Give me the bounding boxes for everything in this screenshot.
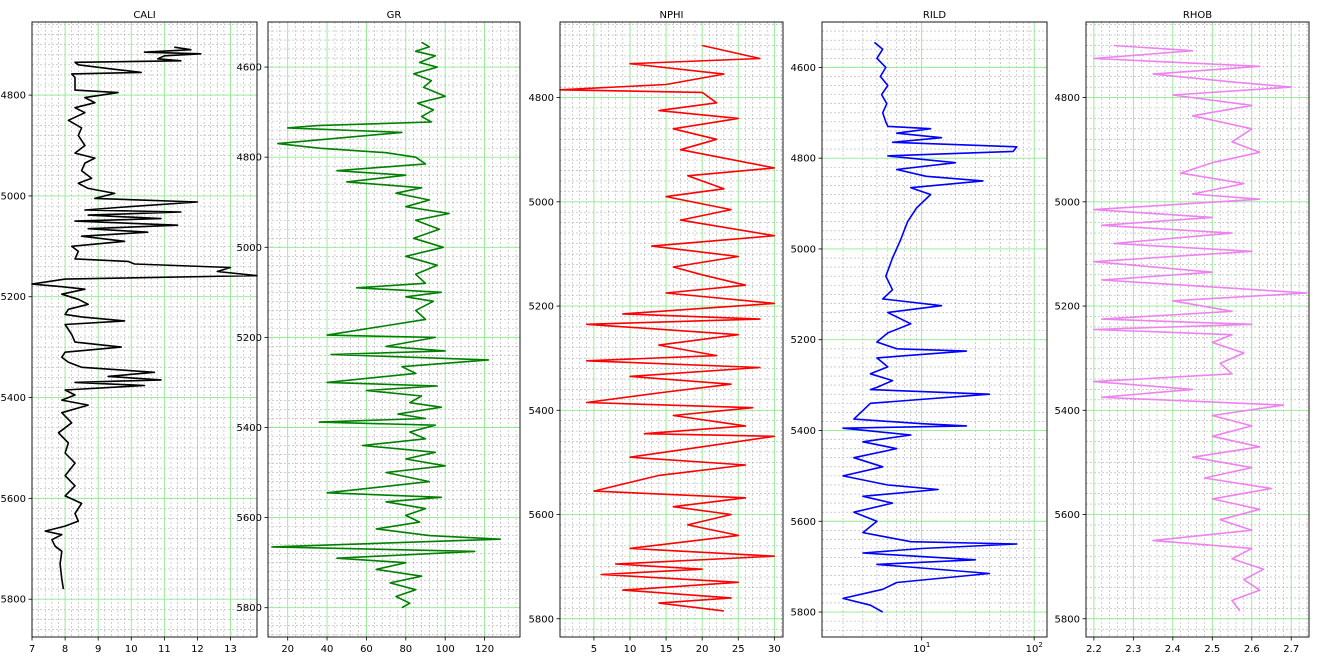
- axes-frame: [31, 21, 258, 638]
- track-nphi: 4800 5000 5200 5400 5600 5800 5 10 15 20 25 30 NPHI: [529, 10, 784, 655]
- y-tick-label: 5000: [237, 243, 262, 254]
- y-tick-label: 5800: [791, 608, 816, 619]
- y-tick-label: 5600: [237, 513, 262, 524]
- x-tick-label: 10: [125, 644, 138, 655]
- x-tick-label: 2.4: [1165, 644, 1181, 655]
- y-tick-label: 5600: [529, 510, 554, 521]
- x-tick-label: 80: [399, 644, 412, 655]
- y-tick-label: 4600: [791, 63, 816, 74]
- track-rhob: 4800 5000 5200 5400 5600 5800 2.2 2.3 2.4 2.5 2.6 2…: [1055, 10, 1310, 655]
- y-tick-label: 5800: [1, 595, 26, 606]
- y-tick-label: 5200: [791, 335, 816, 346]
- y-tick-label: 5000: [529, 197, 554, 208]
- track-gr: 4600 4800 5000 5200 5400 5600 5800 20 40 60 80 100 1…: [237, 10, 521, 655]
- x-tick-label: 9: [95, 644, 101, 655]
- x-tick-label: 20: [281, 644, 294, 655]
- y-tick-label: 4800: [1055, 93, 1080, 104]
- y-tick-label: 4800: [791, 154, 816, 165]
- y-tick-label: 5400: [1, 393, 26, 404]
- y-tick-label: 5800: [237, 603, 262, 614]
- x-tick-label: 40: [321, 644, 334, 655]
- track-title: NPHI: [660, 10, 684, 21]
- track-title: GR: [387, 10, 402, 21]
- y-tick-label: 5000: [1055, 197, 1080, 208]
- x-tick-label: 101: [913, 641, 930, 655]
- y-tick-label: 5200: [529, 302, 554, 313]
- y-tick-label: 5000: [1, 191, 26, 202]
- y-tick-label: 5200: [1, 292, 26, 303]
- track-title: RILD: [923, 10, 946, 21]
- track-rild: 4600 4800 5000 5200 5400 5600 5800 101 102 RILD: [791, 10, 1048, 655]
- y-tick-label: 4800: [529, 93, 554, 104]
- axes-frame: [821, 21, 1048, 638]
- y-tick-label: 4800: [1, 91, 26, 102]
- y-tick-label: 5600: [1055, 510, 1080, 521]
- y-tick-label: 4600: [237, 63, 262, 74]
- x-tick-label: 25: [732, 644, 745, 655]
- x-tick-label: 2.5: [1204, 644, 1220, 655]
- log-curve-nphi: [559, 44, 776, 612]
- log-curve-cali: [31, 46, 258, 590]
- y-tick-label: 5400: [791, 426, 816, 437]
- axes-frame: [267, 21, 521, 638]
- x-tick-label: 7: [29, 644, 35, 655]
- x-tick-label: 10: [624, 644, 637, 655]
- y-tick-label: 5000: [791, 244, 816, 255]
- y-tick-label: 5800: [1055, 614, 1080, 625]
- y-tick-label: 4800: [237, 153, 262, 164]
- y-tick-label: 5200: [237, 333, 262, 344]
- track-title: CALI: [133, 10, 155, 21]
- x-tick-exponent: 2: [1038, 641, 1042, 649]
- x-tick-label: 120: [475, 644, 494, 655]
- x-tick-label: 15: [660, 644, 673, 655]
- y-tick-label: 5600: [1, 494, 26, 505]
- x-tick-label: 20: [696, 644, 709, 655]
- x-tick-label: 11: [158, 644, 171, 655]
- log-curve-rhob: [1093, 44, 1308, 612]
- x-tick-label: 8: [62, 644, 68, 655]
- axes-frame: [1085, 21, 1310, 638]
- x-tick-label: 102: [1026, 641, 1043, 655]
- y-tick-label: 5600: [791, 517, 816, 528]
- y-tick-label: 5400: [1055, 406, 1080, 417]
- axes-frame: [559, 21, 784, 638]
- x-tick-label: 2.7: [1283, 644, 1299, 655]
- log-curve-rild: [842, 41, 1018, 613]
- y-tick-label: 5400: [237, 423, 262, 434]
- x-tick-label: 5: [591, 644, 597, 655]
- x-tick-label: 13: [224, 644, 237, 655]
- x-tick-exponent: 1: [926, 641, 930, 649]
- x-tick-label: 2.6: [1244, 644, 1260, 655]
- log-curve-gr: [271, 41, 502, 609]
- x-tick-label: 12: [191, 644, 204, 655]
- y-tick-label: 5200: [1055, 302, 1080, 313]
- x-tick-label: 30: [768, 644, 781, 655]
- y-tick-label: 5400: [529, 406, 554, 417]
- y-tick-label: 5800: [529, 614, 554, 625]
- x-tick-label: 2.3: [1125, 644, 1141, 655]
- x-tick-label: 2.2: [1086, 644, 1102, 655]
- x-tick-label: 60: [360, 644, 373, 655]
- track-cali: 4800 5000 5200 5400 5600 5800 7 8 9 10 11 12 13 CALI: [1, 10, 258, 655]
- x-tick-label: 100: [436, 644, 455, 655]
- track-title: RHOB: [1183, 10, 1212, 21]
